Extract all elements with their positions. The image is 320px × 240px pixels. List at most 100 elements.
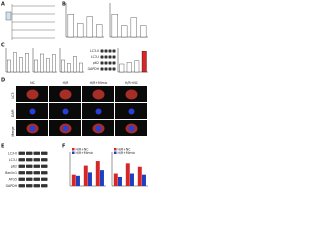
- bar: [88, 172, 92, 186]
- band: [33, 184, 40, 188]
- band: [104, 67, 108, 71]
- cell-stain: [26, 89, 39, 100]
- band: [104, 55, 108, 59]
- legend-swatch: [72, 148, 75, 151]
- row-label: Merge: [11, 126, 15, 136]
- bar: [76, 175, 80, 186]
- legend-label: H/R+NC: [76, 147, 90, 151]
- band: [33, 164, 40, 168]
- bar: [130, 17, 137, 38]
- blot-label: GAPDH: [6, 184, 18, 188]
- figure: A B C D E F LC3-II LC3-I p62 GAPDH LC3-II LC3-I p62 B…: [1, 2, 148, 188]
- bar: [134, 60, 140, 73]
- bar: [40, 53, 44, 73]
- bar: [121, 25, 128, 38]
- band: [41, 177, 48, 181]
- band: [18, 151, 25, 155]
- bar: [113, 173, 118, 186]
- column-label: NC: [30, 81, 35, 85]
- legend-label: H/R+Mimic: [76, 151, 94, 155]
- band: [108, 49, 112, 53]
- nucleus: [128, 125, 135, 132]
- bar: [111, 14, 118, 38]
- column-label: H/R+Mimic: [90, 81, 108, 85]
- band: [33, 151, 40, 155]
- bar: [71, 174, 76, 186]
- band: [112, 67, 116, 71]
- bar: [137, 166, 142, 186]
- band: [26, 164, 33, 168]
- bar: [34, 59, 38, 73]
- cell-stain: [125, 89, 138, 100]
- legend-swatch: [114, 148, 117, 151]
- legend-label: H/R+NC: [118, 147, 132, 151]
- panel-letter: B: [62, 2, 66, 8]
- band: [33, 177, 40, 181]
- bar: [126, 62, 132, 73]
- band: [100, 55, 104, 59]
- blot-label: p62: [11, 164, 17, 168]
- nucleus: [95, 108, 102, 115]
- blot-label: LC3-II: [8, 151, 17, 155]
- nucleus: [62, 108, 69, 115]
- schematic: [5, 4, 55, 40]
- bar: [52, 54, 56, 73]
- bar: [73, 56, 77, 73]
- bar: [100, 170, 104, 186]
- band: [108, 61, 112, 65]
- band: [18, 158, 25, 162]
- bar: [86, 16, 93, 38]
- column-label: H/R+NC: [125, 81, 139, 85]
- band: [104, 61, 108, 65]
- bar: [96, 24, 103, 38]
- bar: [83, 165, 88, 186]
- bar: [95, 161, 100, 186]
- bar: [142, 174, 146, 186]
- band: [100, 67, 104, 71]
- band: [41, 164, 48, 168]
- band: [18, 177, 25, 181]
- band: [112, 55, 116, 59]
- band: [108, 55, 112, 59]
- band: [41, 158, 48, 162]
- panel-letter: E: [1, 144, 5, 150]
- nucleus: [128, 108, 135, 115]
- blot-label: GAPDH: [88, 67, 100, 71]
- cell-stain: [92, 89, 105, 100]
- band: [26, 158, 33, 162]
- band: [108, 67, 112, 71]
- bar: [125, 163, 130, 186]
- legend-label: H/R+Mimic: [118, 151, 136, 155]
- band: [26, 171, 33, 175]
- bar: [141, 51, 147, 73]
- blot-label: p62: [93, 61, 99, 65]
- bar: [118, 176, 122, 186]
- band: [18, 171, 25, 175]
- blot-label: LC3-II: [90, 49, 99, 53]
- nucleus: [95, 125, 102, 132]
- nucleus: [62, 125, 69, 132]
- bar: [7, 59, 11, 73]
- blot-label: LC3-I: [9, 158, 17, 162]
- band: [41, 151, 48, 155]
- bar: [67, 14, 74, 38]
- cell-stain: [59, 89, 72, 100]
- panel-letter: A: [1, 2, 5, 8]
- bar: [140, 25, 147, 38]
- band: [26, 177, 33, 181]
- band: [33, 158, 40, 162]
- bar: [61, 59, 65, 73]
- band: [112, 49, 116, 53]
- band: [100, 61, 104, 65]
- band: [41, 171, 48, 175]
- nucleus: [29, 125, 36, 132]
- row-label: DAPI: [11, 109, 15, 117]
- band: [100, 49, 104, 53]
- blot-label: ATG5: [9, 177, 17, 181]
- row-label: LC3: [11, 93, 15, 99]
- nucleus: [29, 108, 36, 115]
- band: [18, 184, 25, 188]
- column-label: H/R: [63, 81, 69, 85]
- band: [104, 49, 108, 53]
- bar: [67, 63, 71, 73]
